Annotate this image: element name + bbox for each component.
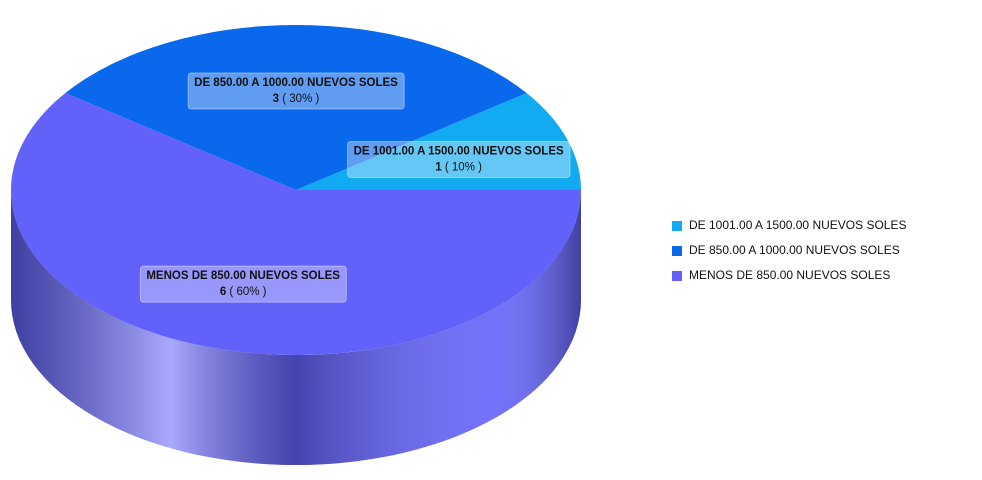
data-label-count: 1 bbox=[435, 161, 442, 173]
data-label-value: 1 ( 10% ) bbox=[435, 161, 482, 173]
data-label-box bbox=[347, 140, 571, 178]
data-label-percent: ( 60% ) bbox=[229, 286, 266, 298]
legend-label: MENOS DE 850.00 NUEVOS SOLES bbox=[689, 268, 890, 282]
data-label-count: 3 bbox=[273, 93, 279, 105]
data-label-name: DE 1001.00 A 1500.00 NUEVOS SOLES bbox=[354, 145, 564, 157]
data-label: DE 850.00 A 1000.00 NUEVOS SOLES 3 ( 30% … bbox=[187, 72, 405, 110]
pie-slice bbox=[296, 93, 581, 190]
legend-swatch bbox=[672, 246, 682, 256]
data-label-value: 3 ( 30% ) bbox=[273, 93, 320, 105]
data-label-box bbox=[139, 265, 347, 303]
data-label-value: 6 ( 60% ) bbox=[220, 286, 267, 298]
pie-slice bbox=[65, 24, 527, 191]
legend-swatch bbox=[672, 221, 682, 231]
pie-side-shade bbox=[11, 190, 581, 465]
data-label: MENOS DE 850.00 NUEVOS SOLES 6 ( 60% ) bbox=[139, 265, 347, 303]
data-label: DE 1001.00 A 1500.00 NUEVOS SOLES 1 ( 10%… bbox=[347, 140, 571, 178]
data-label-name: MENOS DE 850.00 NUEVOS SOLES bbox=[146, 270, 340, 282]
legend-label: DE 1001.00 A 1500.00 NUEVOS SOLES bbox=[689, 218, 906, 232]
legend-label: DE 850.00 A 1000.00 NUEVOS SOLES bbox=[689, 243, 900, 257]
data-label-box bbox=[187, 72, 405, 110]
data-label-percent: ( 10% ) bbox=[445, 161, 482, 173]
data-label-name: DE 850.00 A 1000.00 NUEVOS SOLES bbox=[194, 77, 398, 89]
pie-slice bbox=[11, 93, 582, 355]
data-label-percent: ( 30% ) bbox=[282, 93, 319, 105]
data-label-count: 6 bbox=[220, 286, 226, 298]
legend: DE 1001.00 A 1500.00 NUEVOS SOLES DE 850.… bbox=[672, 218, 906, 282]
legend-swatch bbox=[672, 271, 682, 281]
